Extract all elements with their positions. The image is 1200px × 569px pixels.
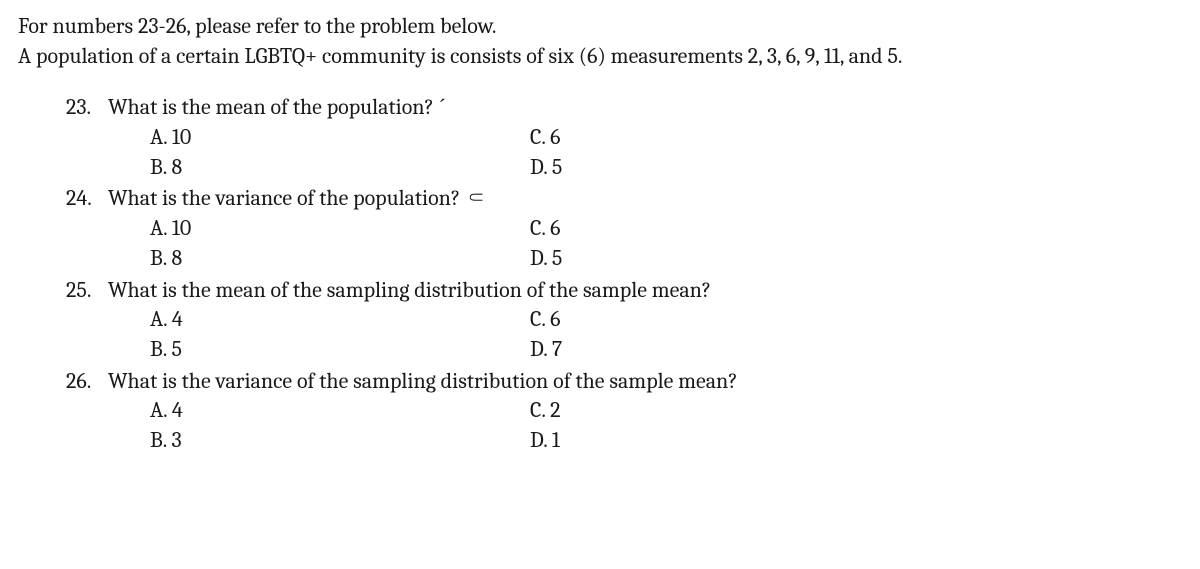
option-c: C. 6 xyxy=(530,305,1182,335)
option-a: A. 4 xyxy=(150,305,530,335)
question-text: What is the variance of the population? … xyxy=(108,184,1182,214)
option-b: B. 3 xyxy=(150,426,530,456)
instructions: For numbers 23-26, please refer to the p… xyxy=(18,12,1182,71)
question-number: 23. xyxy=(66,93,108,123)
option-a: A. 4 xyxy=(150,396,530,426)
option-d: D. 5 xyxy=(530,153,1182,183)
option-c: C. 2 xyxy=(530,396,1182,426)
option-b: B. 8 xyxy=(150,153,530,183)
question-23: 23. What is the mean of the population? … xyxy=(66,93,1182,182)
instructions-line-1: For numbers 23-26, please refer to the p… xyxy=(18,12,1182,42)
question-25: 25. What is the mean of the sampling dis… xyxy=(66,276,1182,365)
option-a: A. 10 xyxy=(150,214,530,244)
question-number: 26. xyxy=(66,367,108,397)
question-text: What is the mean of the population? ˊ xyxy=(108,93,1182,123)
question-26: 26. What is the variance of the sampling… xyxy=(66,367,1182,456)
option-d: D. 7 xyxy=(530,335,1182,365)
question-24: 24. What is the variance of the populati… xyxy=(66,184,1182,273)
question-text: What is the variance of the sampling dis… xyxy=(108,367,1182,397)
option-a: A. 10 xyxy=(150,123,530,153)
option-c: C. 6 xyxy=(530,123,1182,153)
option-d: D. 5 xyxy=(530,244,1182,274)
option-b: B. 5 xyxy=(150,335,530,365)
option-c: C. 6 xyxy=(530,214,1182,244)
question-text: What is the mean of the sampling distrib… xyxy=(108,276,1182,306)
question-number: 24. xyxy=(66,184,108,214)
questions-block: 23. What is the mean of the population? … xyxy=(66,93,1182,455)
option-d: D. 1 xyxy=(530,426,1182,456)
question-number: 25. xyxy=(66,276,108,306)
option-b: B. 8 xyxy=(150,244,530,274)
instructions-line-2: A population of a certain LGBTQ+ communi… xyxy=(18,42,1182,72)
